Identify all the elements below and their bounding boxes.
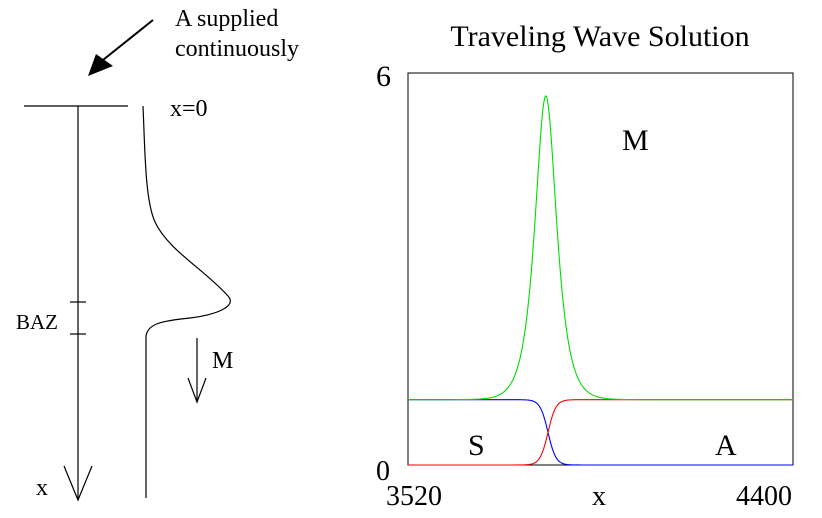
y-tick-min: 0 xyxy=(376,456,390,487)
supply-arrow-shaft xyxy=(102,19,154,61)
x-axis-label: x xyxy=(592,481,606,512)
depth-label: x xyxy=(36,475,48,501)
y-tick-max: 6 xyxy=(376,60,391,93)
m-arrow-head xyxy=(187,377,207,404)
baz-label: BAZ xyxy=(16,310,58,334)
plot-frame xyxy=(407,72,794,466)
supply-arrow-head xyxy=(88,54,113,76)
chart-title: Traveling Wave Solution xyxy=(450,20,749,53)
x-tick-max: 4400 xyxy=(736,481,792,512)
schematic-panel: A supplied continuously x=0 x BAZ M xyxy=(16,6,299,502)
series-label-m: M xyxy=(622,124,649,157)
supply-label-line1: A supplied xyxy=(175,6,278,32)
supply-label-line2: continuously xyxy=(175,36,299,62)
series-label-s: S xyxy=(468,429,485,462)
m-arrow-label: M xyxy=(212,348,233,374)
x-tick-min: 3520 xyxy=(386,481,442,512)
chart-panel: Traveling Wave Solution 6 0 3520 4400 x … xyxy=(376,20,794,512)
depth-axis-arrowhead xyxy=(63,465,93,502)
series-label-a: A xyxy=(715,429,737,462)
surface-label: x=0 xyxy=(170,96,208,122)
series-line-m xyxy=(408,94,793,401)
m-profile-curve xyxy=(142,105,231,498)
